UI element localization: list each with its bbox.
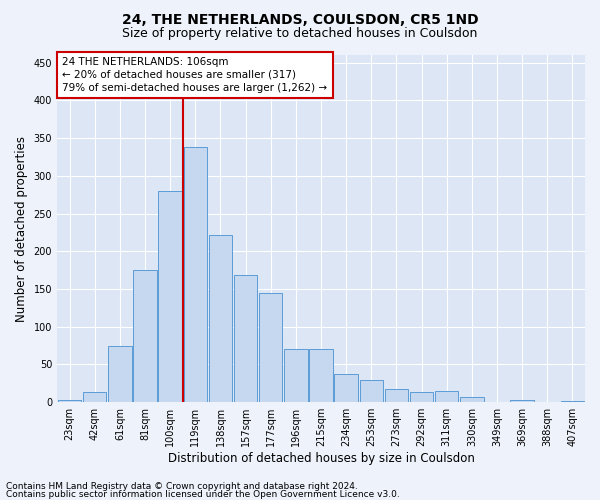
Bar [234, 276, 257, 402]
Bar [108, 346, 131, 402]
Bar [158, 191, 182, 402]
X-axis label: Distribution of detached houses by size in Coulsdon: Distribution of detached houses by size … [167, 452, 475, 465]
Bar [284, 350, 308, 402]
Bar [334, 374, 358, 402]
Bar [561, 400, 584, 402]
Bar [511, 400, 534, 402]
Bar [435, 391, 458, 402]
Text: Size of property relative to detached houses in Coulsdon: Size of property relative to detached ho… [122, 28, 478, 40]
Y-axis label: Number of detached properties: Number of detached properties [15, 136, 28, 322]
Bar [83, 392, 106, 402]
Bar [184, 147, 207, 402]
Bar [460, 397, 484, 402]
Text: 24, THE NETHERLANDS, COULSDON, CR5 1ND: 24, THE NETHERLANDS, COULSDON, CR5 1ND [122, 12, 478, 26]
Text: Contains public sector information licensed under the Open Government Licence v3: Contains public sector information licen… [6, 490, 400, 499]
Bar [259, 293, 283, 402]
Bar [133, 270, 157, 402]
Bar [385, 388, 408, 402]
Bar [209, 234, 232, 402]
Bar [359, 380, 383, 402]
Bar [310, 350, 333, 402]
Text: Contains HM Land Registry data © Crown copyright and database right 2024.: Contains HM Land Registry data © Crown c… [6, 482, 358, 491]
Bar [58, 400, 82, 402]
Text: 24 THE NETHERLANDS: 106sqm
← 20% of detached houses are smaller (317)
79% of sem: 24 THE NETHERLANDS: 106sqm ← 20% of deta… [62, 56, 328, 93]
Bar [410, 392, 433, 402]
